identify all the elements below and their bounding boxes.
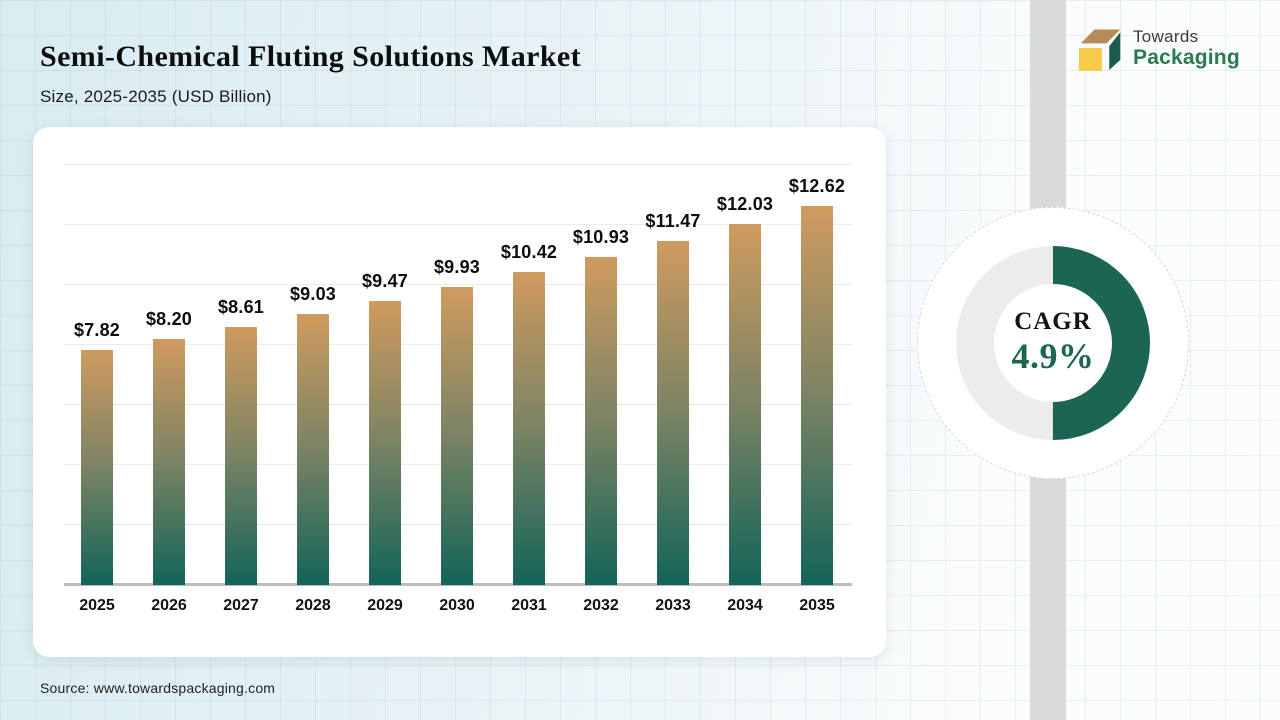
x-tick-label: 2035 [799,597,835,614]
bar-value-label: $8.61 [217,297,265,317]
box-cube-icon [1078,21,1124,78]
bar-value-label: $12.03 [716,194,774,214]
bar-2026 [153,339,185,585]
page-title: Semi-Chemical Fluting Solutions Market [40,40,582,73]
bar-2030 [441,287,473,585]
bar-value-label: $10.93 [572,227,630,247]
logo-towards: Towards [1133,27,1199,46]
chart-card: $7.82 2025 $8.20 2026 $8.61 2027 $9.03 2028 $9.4… [33,127,886,657]
x-tick-label: 2032 [583,597,619,614]
bar-2034 [729,224,761,585]
x-tick-label: 2025 [79,597,115,614]
cagr-label: CAGR [1014,307,1092,335]
bar-2032 [585,257,617,585]
bar-value-label: $10.42 [500,242,558,262]
bar-value-label: $9.93 [433,257,481,277]
bar-value-label: $7.82 [73,320,121,340]
cagr-callout: CAGR 4.9% [953,243,1153,443]
bar-2031 [513,272,545,585]
bar-2025 [81,350,113,585]
source-note: Source: www.towardspackaging.com [40,680,276,696]
bar-value-label: $9.03 [289,284,337,304]
brand-wordmark: Towards Packaging [1133,21,1240,70]
x-tick-label: 2033 [655,597,691,614]
bar-2035 [801,206,833,585]
brand-logo: Towards Packaging [1078,21,1240,78]
x-tick-label: 2028 [295,597,331,614]
x-tick-label: 2027 [223,597,259,614]
gridline [64,284,852,285]
bar-chart: $7.82 2025 $8.20 2026 $8.61 2027 $9.03 2028 $9.4… [64,127,852,614]
bar-2027 [225,327,257,585]
donut-arc [956,246,1150,440]
bar-value-label: $12.62 [788,176,846,196]
cagr-donut [956,246,1150,440]
bar-2033 [657,241,689,585]
x-tick-label: 2034 [727,597,763,614]
page-subtitle: Size, 2025-2035 (USD Billion) [40,87,272,106]
bar-2028 [297,314,329,585]
x-tick-label: 2030 [439,597,475,614]
x-tick-label: 2031 [511,597,547,614]
cagr-value: 4.9% [1011,336,1095,377]
gridline [64,164,852,165]
gridline [64,224,852,225]
x-tick-label: 2026 [151,597,187,614]
x-tick-label: 2029 [367,597,403,614]
bar-2029 [369,301,401,585]
logo-packaging: Packaging [1133,46,1240,70]
bar-value-label: $8.20 [145,309,193,329]
bar-value-label: $11.47 [645,211,701,231]
bar-value-label: $9.47 [361,271,409,291]
